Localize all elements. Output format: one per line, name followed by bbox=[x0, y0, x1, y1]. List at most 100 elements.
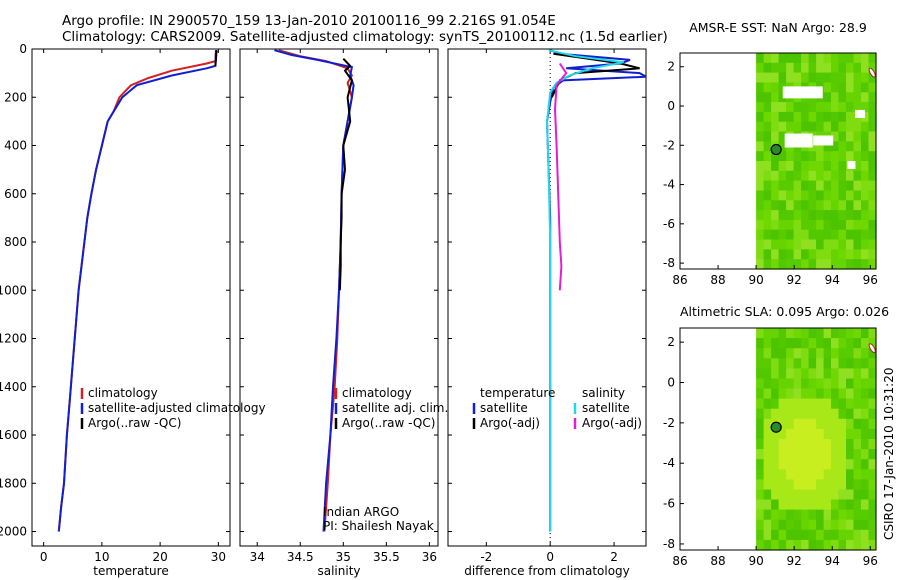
map-cell bbox=[801, 111, 810, 123]
temperature-profile-series-climatology bbox=[57, 50, 217, 532]
map-cell bbox=[801, 190, 810, 201]
map-cell bbox=[831, 219, 840, 231]
map-cell bbox=[816, 72, 825, 83]
map-cell bbox=[763, 259, 772, 270]
island-marker bbox=[868, 67, 876, 78]
map-cell bbox=[786, 210, 795, 221]
map-cell bbox=[846, 210, 855, 221]
figure-title-line1: Argo profile: IN 2900570_159 13-Jan-2010… bbox=[62, 13, 556, 29]
map-cell bbox=[756, 82, 765, 93]
map-cell bbox=[831, 161, 840, 172]
map-cell bbox=[763, 348, 772, 359]
map-cell bbox=[756, 190, 765, 201]
map-cell bbox=[786, 489, 795, 501]
map-cell bbox=[861, 388, 870, 400]
salinity-profile-xtick-label: 34.5 bbox=[287, 550, 314, 564]
map-frame bbox=[679, 327, 877, 551]
map-cell bbox=[853, 190, 862, 201]
map-xtick-label: 88 bbox=[710, 273, 725, 287]
map-cell bbox=[808, 368, 817, 380]
map-cell bbox=[801, 479, 810, 491]
map-cell bbox=[868, 259, 877, 270]
map-xtick-label: 94 bbox=[825, 273, 840, 287]
map-cell bbox=[838, 479, 847, 491]
map-cell bbox=[868, 229, 877, 241]
map-cell bbox=[868, 398, 877, 410]
map-cell bbox=[756, 519, 765, 531]
map-cell bbox=[838, 469, 847, 480]
program-label: Indian ARGO bbox=[323, 505, 400, 519]
map-cell bbox=[823, 170, 832, 182]
map-cell bbox=[763, 219, 772, 231]
map-cell bbox=[846, 72, 855, 83]
map-ytick-label: 2 bbox=[667, 335, 675, 349]
map-cell bbox=[868, 529, 877, 541]
map-cell bbox=[793, 459, 802, 470]
map-ytick-label: -8 bbox=[663, 537, 675, 551]
map-cell bbox=[846, 62, 855, 74]
map-cell bbox=[793, 338, 802, 349]
map-cell bbox=[846, 378, 855, 390]
map-cell bbox=[868, 62, 877, 74]
map-cell bbox=[756, 398, 765, 410]
map-cell bbox=[801, 398, 810, 410]
map-cell bbox=[763, 190, 772, 201]
map-cell bbox=[763, 92, 772, 103]
map-cell bbox=[846, 190, 855, 201]
map-cell bbox=[838, 111, 847, 123]
map-cell bbox=[786, 459, 795, 470]
map-cell bbox=[801, 378, 810, 390]
map-cell bbox=[756, 200, 765, 211]
map-cell bbox=[838, 72, 847, 83]
temperature-profile-frame bbox=[31, 48, 231, 547]
map-cell bbox=[853, 519, 862, 531]
map-cell bbox=[793, 519, 802, 531]
map-cell bbox=[793, 509, 802, 521]
map-cell bbox=[831, 449, 840, 460]
map-cell bbox=[756, 539, 765, 551]
map-cell bbox=[838, 259, 847, 270]
depth-tick-label: 200 bbox=[4, 90, 27, 104]
map-cell bbox=[778, 338, 787, 349]
map-cell bbox=[868, 180, 877, 191]
map-cell bbox=[823, 439, 832, 450]
map-missing-cell bbox=[784, 133, 813, 148]
map-cell bbox=[868, 131, 877, 142]
map-cell bbox=[861, 249, 870, 260]
map-cell bbox=[756, 92, 765, 103]
map-cell bbox=[868, 338, 877, 349]
map-cell bbox=[831, 348, 840, 359]
map-cell bbox=[838, 499, 847, 511]
map-cell bbox=[853, 388, 862, 400]
map-cell bbox=[831, 388, 840, 400]
map-cell bbox=[846, 102, 855, 113]
map-cell bbox=[831, 92, 840, 103]
map-cell bbox=[786, 499, 795, 511]
map-cell bbox=[786, 121, 795, 133]
map-cell bbox=[801, 449, 810, 460]
map-cell bbox=[823, 239, 832, 250]
map-cell bbox=[846, 499, 855, 511]
map-cell bbox=[771, 378, 780, 390]
map-cell bbox=[778, 219, 787, 231]
difference-profile-series-temperature-satellite bbox=[545, 49, 646, 532]
map-cell bbox=[853, 378, 862, 390]
map-cell bbox=[823, 62, 832, 74]
map-cell bbox=[778, 328, 787, 339]
map-ytick-label: 0 bbox=[667, 375, 675, 389]
depth-tick-label: 1000 bbox=[0, 283, 27, 297]
map-cell bbox=[756, 121, 765, 133]
map-cell bbox=[756, 53, 765, 64]
map-cell bbox=[801, 121, 810, 133]
map-cell bbox=[763, 449, 772, 460]
map-cell bbox=[771, 249, 780, 260]
map-cell bbox=[756, 210, 765, 221]
map-cell bbox=[816, 328, 825, 339]
diff-legend-salinity: salinity bbox=[582, 386, 625, 400]
map-cell bbox=[831, 418, 840, 430]
map-cell bbox=[763, 459, 772, 470]
map-cell bbox=[808, 519, 817, 531]
map-cell bbox=[763, 229, 772, 241]
map-cell bbox=[778, 239, 787, 250]
map-cell bbox=[793, 479, 802, 491]
